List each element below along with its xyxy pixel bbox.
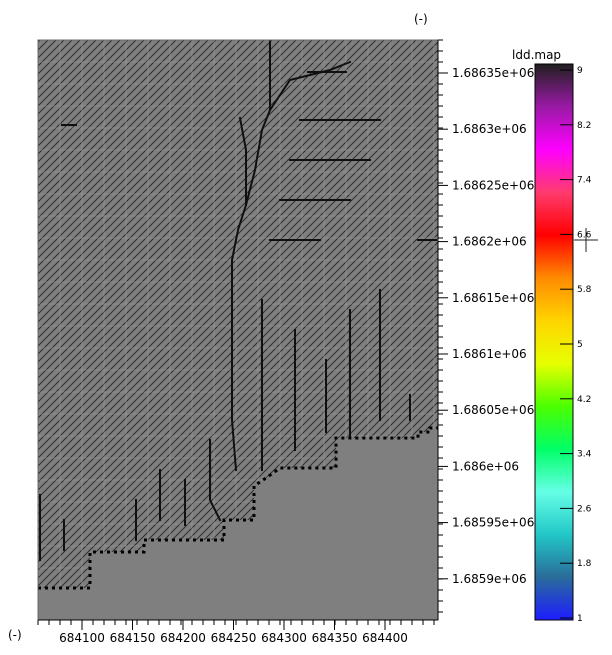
y-axis: 1.68635e+06 1.6863e+06 1.68625e+06 1.6862e+… <box>437 39 534 620</box>
y-tick-label: 1.6859e+06 <box>452 572 527 586</box>
y-tick-label: 1.6862e+06 <box>452 235 527 249</box>
x-tick-label: 684300 <box>261 631 307 645</box>
x-tick-label: 684200 <box>160 631 206 645</box>
y-tick-label: 1.68625e+06 <box>452 178 534 192</box>
channel-branch-g <box>209 439 222 522</box>
y-tick-label: 1.68605e+06 <box>452 403 534 417</box>
legend-color-bar <box>534 63 574 621</box>
legend-tick-label: 4.2 <box>577 395 591 405</box>
top-unit-label: (-) <box>414 12 428 26</box>
x-tick-label: 684100 <box>59 631 105 645</box>
x-tick-label: 684250 <box>211 631 257 645</box>
legend-title: ldd.map <box>512 48 562 62</box>
legend-tick-label: 3.4 <box>577 450 592 460</box>
crosshair-cursor-icon <box>574 228 598 252</box>
legend-tick-label: 6.6 <box>577 230 592 240</box>
y-tick-label: 1.686e+06 <box>452 459 519 473</box>
y-tick-label: 1.68635e+06 <box>452 66 534 80</box>
channel-branch-a <box>238 116 247 206</box>
y-tick-label: 1.6861e+06 <box>452 347 527 361</box>
x-axis: 684100 684150 684200 684250 684300 684350 6844… <box>37 619 438 645</box>
x-tick-label: 684400 <box>362 631 408 645</box>
legend-tick-label: 5.8 <box>577 285 592 295</box>
y-tick-label: 1.6863e+06 <box>452 122 527 136</box>
x-tick-label: 684150 <box>110 631 156 645</box>
legend-tick-label: 1 <box>577 614 583 624</box>
y-tick-label: 1.68615e+06 <box>452 291 534 305</box>
y-tick-label: 1.68595e+06 <box>452 516 534 530</box>
legend-tick-label: 9 <box>577 66 583 76</box>
legend-tick-label: 2.6 <box>577 504 592 514</box>
legend-ticks: 9 8.2 7.4 6.6 5.8 5 4.2 3.4 2.6 1.8 1 <box>560 66 592 624</box>
bottom-unit-label: (-) <box>8 628 22 642</box>
x-tick-label: 684350 <box>312 631 358 645</box>
legend-tick-label: 7.4 <box>577 176 592 186</box>
legend-tick-label: 5 <box>577 340 583 350</box>
legend-tick-label: 8.2 <box>577 121 591 131</box>
legend-tick-label: 1.8 <box>577 559 592 569</box>
outlet-boundary <box>38 426 438 590</box>
channel-branch-b <box>268 60 352 112</box>
